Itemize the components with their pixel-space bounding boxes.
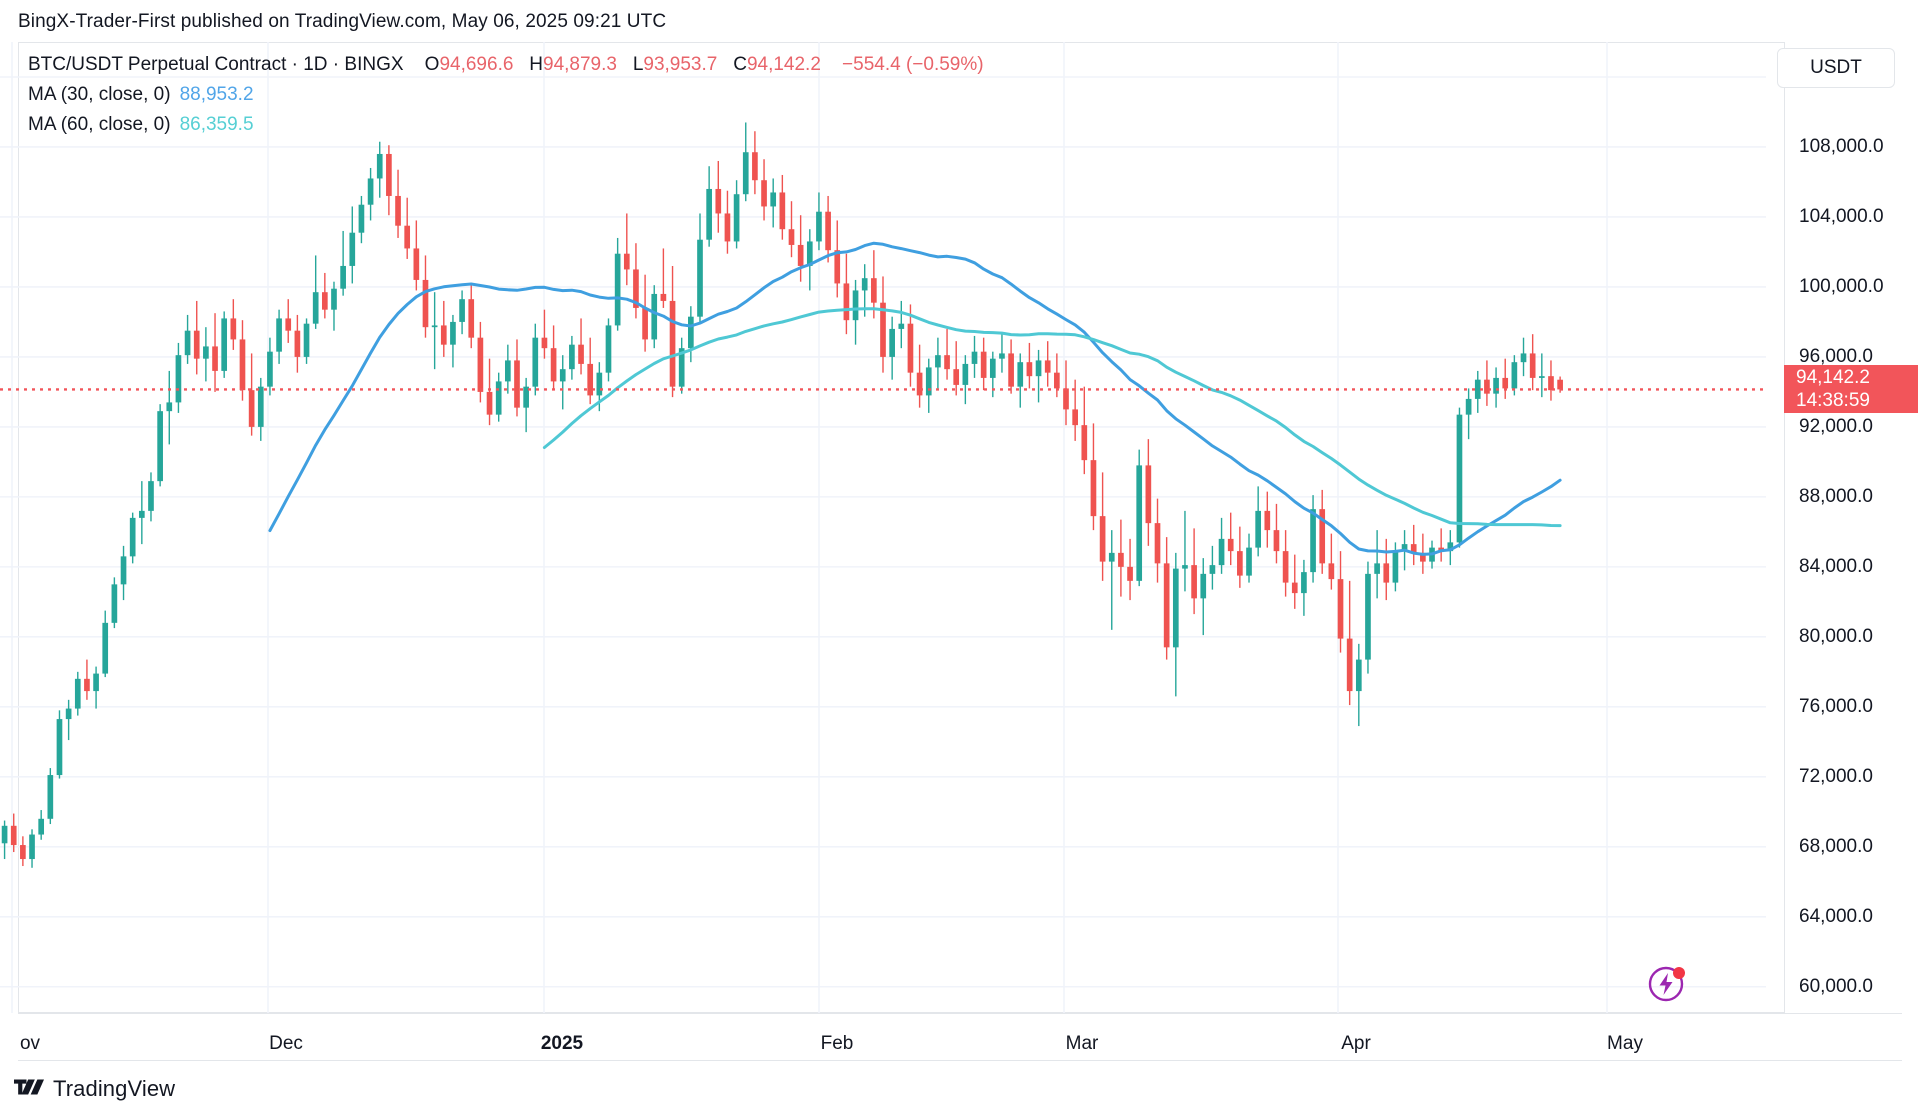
time-tick: Mar xyxy=(1065,1033,1099,1054)
price-tick: 88,000.0 xyxy=(1799,485,1873,507)
currency-label: USDT xyxy=(1810,57,1862,78)
time-tick: 2025 xyxy=(540,1033,584,1054)
legend-ma60-row[interactable]: MA (60, close, 0) 86,359.5 xyxy=(28,110,984,140)
price-tick: 92,000.0 xyxy=(1799,415,1873,437)
price-tick: 96,000.0 xyxy=(1799,345,1873,367)
time-tick: Dec xyxy=(269,1033,303,1054)
time-tick: May xyxy=(1607,1033,1643,1054)
change-value: −554.4 (−0.59%) xyxy=(842,54,984,75)
price-tick: 68,000.0 xyxy=(1799,835,1873,857)
price-tick: 100,000.0 xyxy=(1799,275,1884,297)
tradingview-logo-icon xyxy=(14,1077,44,1102)
tradingview-brand-label: TradingView xyxy=(53,1076,176,1101)
time-tick: Apr xyxy=(1341,1033,1371,1054)
price-tick: 60,000.0 xyxy=(1799,975,1873,997)
close-value: 94,142.2 xyxy=(746,54,821,75)
lightning-bolt-icon[interactable] xyxy=(1646,961,1690,1005)
time-tick: ov xyxy=(19,1033,41,1054)
symbol-label[interactable]: BTC/USDT Perpetual Contract · 1D · BINGX xyxy=(28,54,404,75)
countdown-timer: 14:38:59 xyxy=(1796,390,1870,412)
high-value: 94,879.3 xyxy=(543,54,617,75)
chart-legend: BTC/USDT Perpetual Contract · 1D · BINGX… xyxy=(28,50,984,140)
high-label: H xyxy=(529,54,543,75)
legend-ma30-row[interactable]: MA (30, close, 0) 88,953.2 xyxy=(28,80,984,110)
current-price-value: 94,142.2 xyxy=(1796,367,1870,389)
price-axis[interactable]: 112,000.0108,000.0104,000.0100,000.096,0… xyxy=(1784,42,1920,1013)
ma60-value: 86,359.5 xyxy=(179,114,254,135)
price-tick: 72,000.0 xyxy=(1799,765,1873,787)
low-value: 93,953.7 xyxy=(643,54,718,75)
candlestick-svg xyxy=(0,42,1766,1013)
open-label: O xyxy=(424,54,440,75)
chart-frame xyxy=(18,42,1902,1013)
time-axis[interactable]: ov Dec 2025 Feb Mar Apr May xyxy=(18,1013,1902,1061)
low-label: L xyxy=(632,54,644,75)
price-tick: 108,000.0 xyxy=(1799,135,1884,157)
current-price-badge[interactable]: 94,142.2 14:38:59 xyxy=(1784,365,1918,414)
legend-ohlc-row[interactable]: BTC/USDT Perpetual Contract · 1D · BINGX… xyxy=(28,50,984,80)
price-tick: 76,000.0 xyxy=(1799,695,1873,717)
price-tick: 80,000.0 xyxy=(1799,625,1873,647)
ma30-label: MA (30, close, 0) xyxy=(28,84,171,105)
currency-pill[interactable]: USDT xyxy=(1777,48,1895,88)
open-value: 94,696.6 xyxy=(439,54,514,75)
publish-attribution: BingX-Trader-First published on TradingV… xyxy=(18,11,667,32)
price-tick: 64,000.0 xyxy=(1799,905,1873,927)
price-tick: 84,000.0 xyxy=(1799,555,1873,577)
tradingview-footer[interactable]: TradingView xyxy=(14,1076,175,1102)
price-tick: 104,000.0 xyxy=(1799,205,1884,227)
ma60-label: MA (60, close, 0) xyxy=(28,114,171,135)
close-label: C xyxy=(733,54,747,75)
time-tick: Feb xyxy=(820,1033,854,1054)
chart-plot-area[interactable] xyxy=(0,42,1766,1013)
ma30-value: 88,953.2 xyxy=(179,84,254,105)
